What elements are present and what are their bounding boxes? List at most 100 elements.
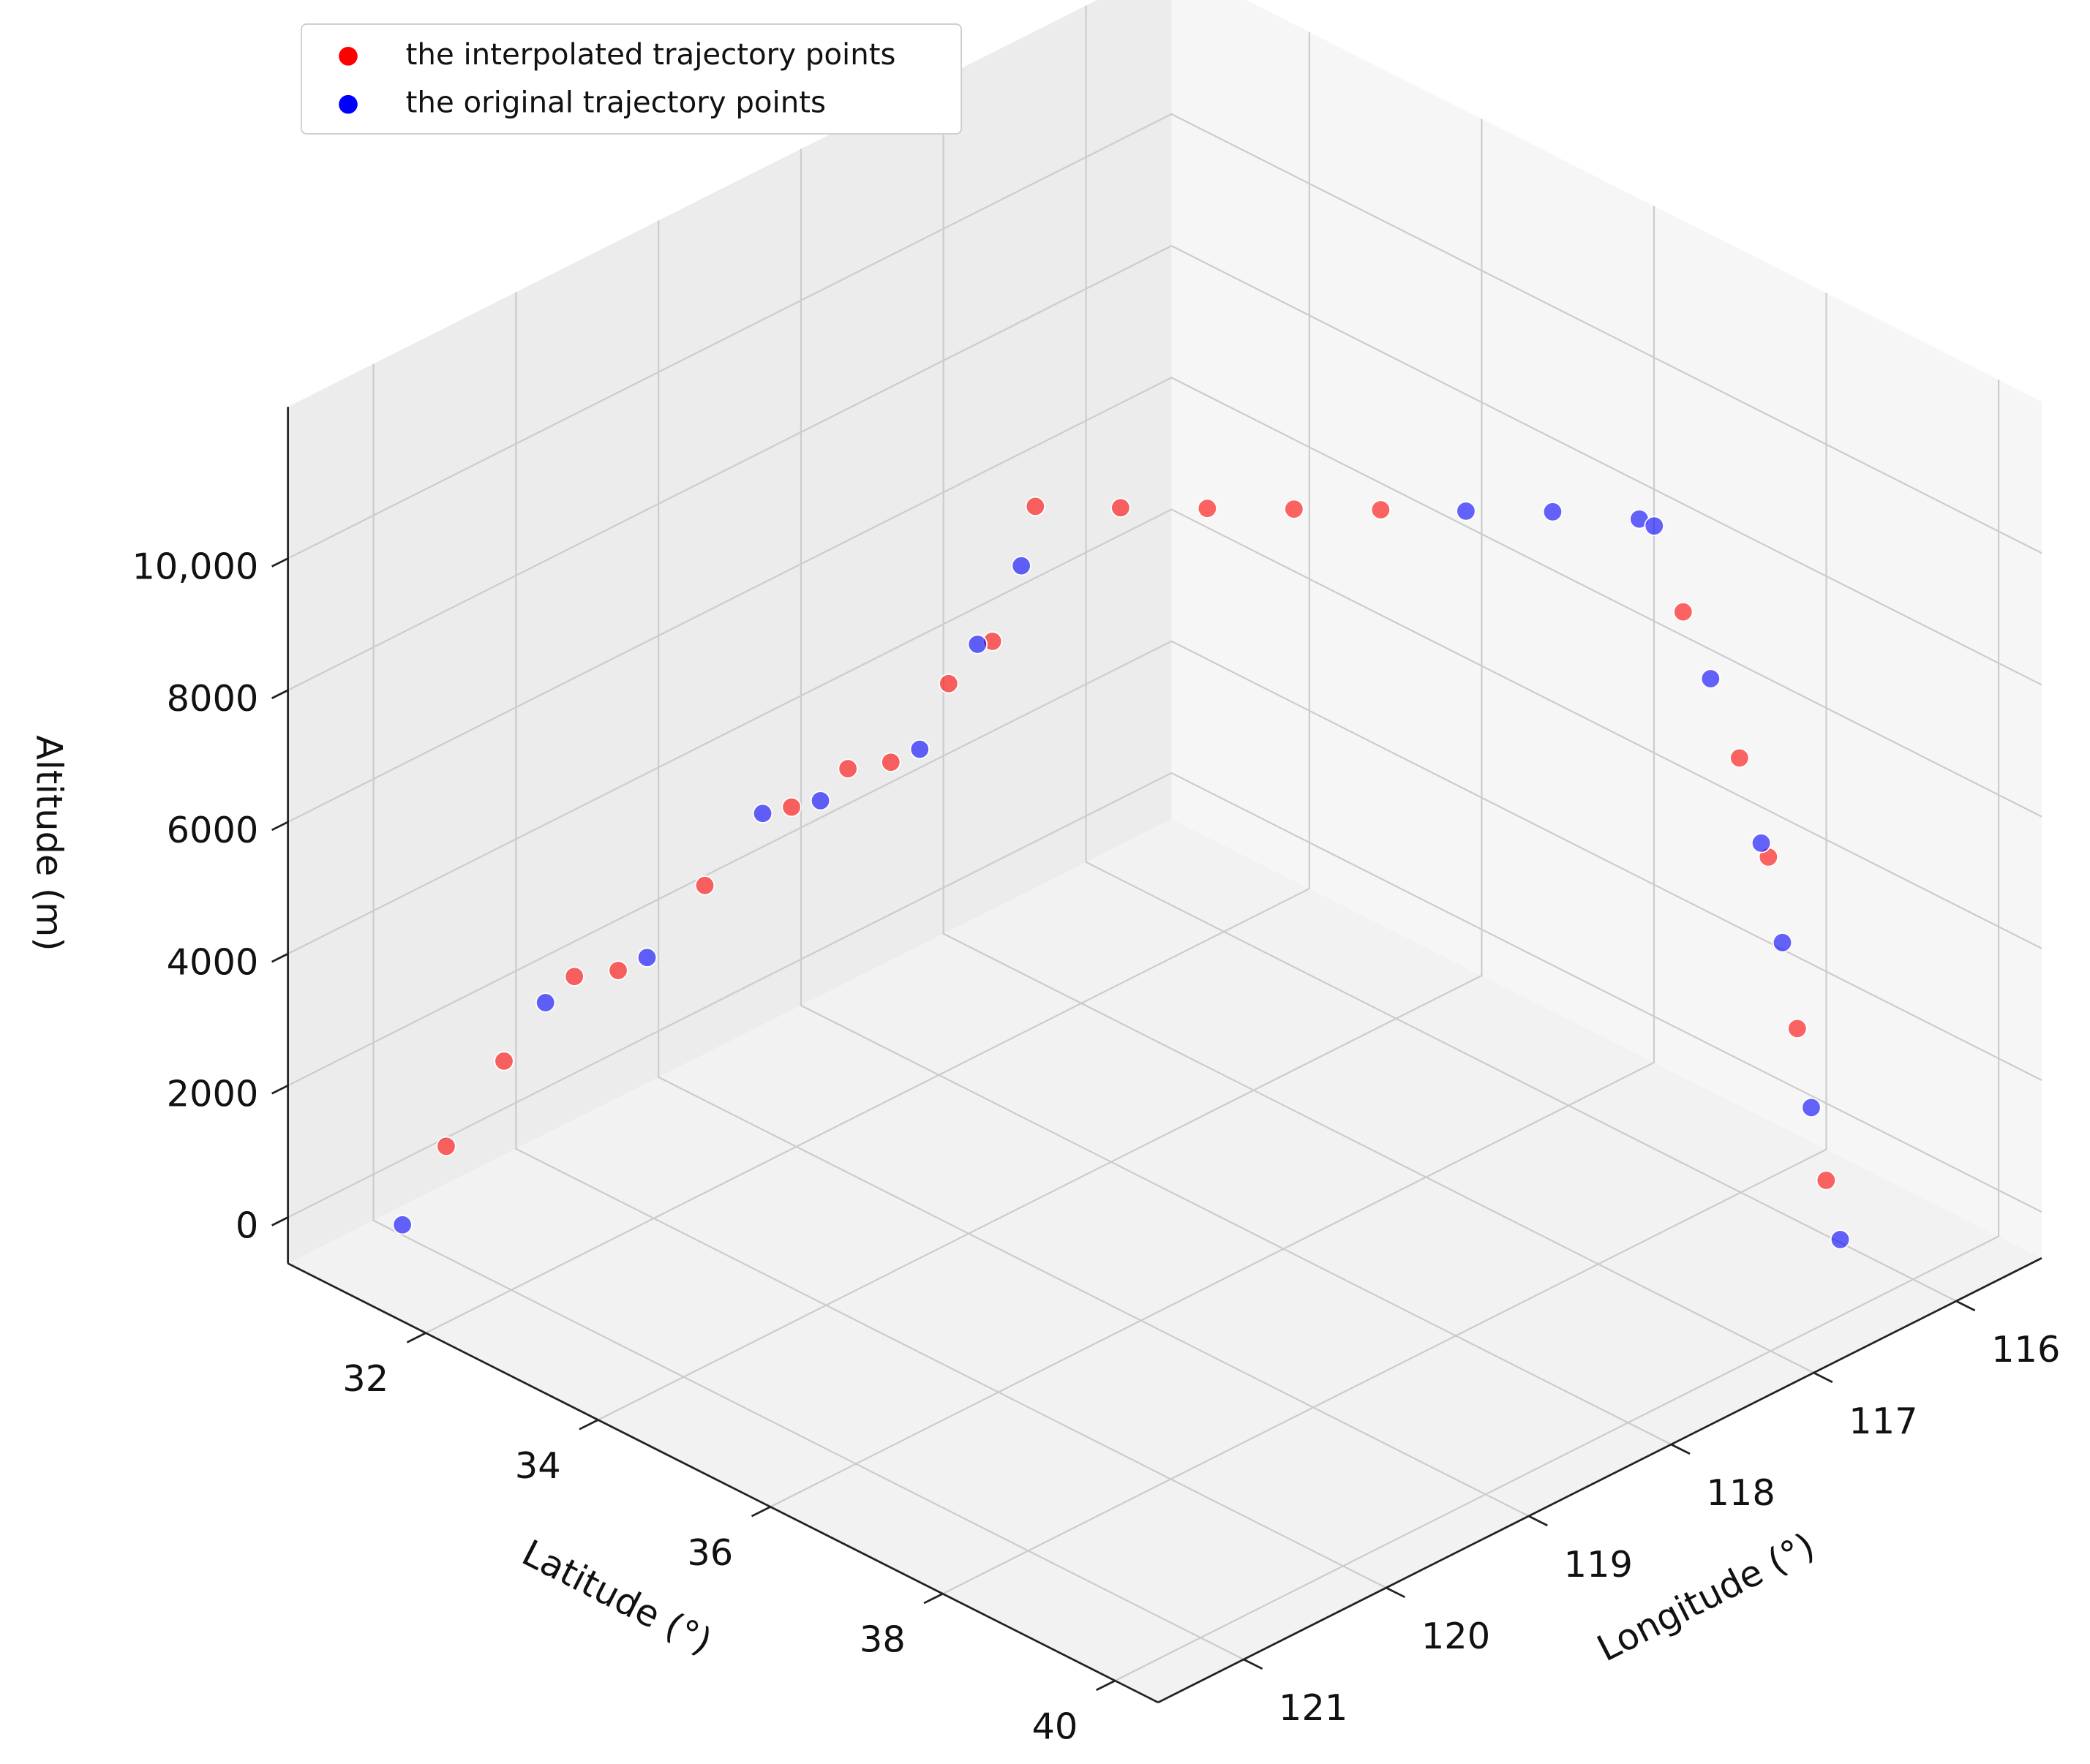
point: [1729, 747, 1750, 769]
grid-line: [287, 640, 2042, 1087]
x-tick-mark: [1955, 1300, 1976, 1312]
y-tick-mark: [923, 1593, 944, 1605]
grid-line: [598, 118, 1483, 1421]
point: [392, 1215, 413, 1235]
z-tick-label: 6000: [167, 809, 259, 851]
point: [1801, 1097, 1822, 1118]
grid-line: [800, 148, 1672, 1446]
point: [1644, 516, 1665, 536]
point: [1370, 500, 1391, 520]
points: [392, 496, 1851, 1250]
point: [636, 947, 658, 968]
y-tick-mark: [579, 1419, 599, 1431]
legend-marker: [339, 94, 358, 114]
point: [1011, 555, 1031, 576]
y-tick-mark: [751, 1506, 771, 1518]
x-tick-mark: [1670, 1443, 1691, 1455]
point: [1456, 501, 1476, 521]
grid-line: [770, 206, 1655, 1508]
point: [1751, 833, 1772, 853]
z-tick-label: 0: [236, 1205, 258, 1247]
grid-line: [425, 31, 1310, 1334]
point: [810, 791, 831, 811]
floor-pane: [287, 818, 2042, 1703]
point: [1542, 502, 1563, 522]
point: [564, 966, 584, 987]
legend-label: the original trajectory points: [406, 86, 826, 120]
grid: [287, 5, 2042, 1682]
point: [909, 739, 931, 760]
z-tick-label: 10,000: [132, 546, 258, 588]
point: [939, 673, 959, 694]
x-tick-mark: [1243, 1658, 1263, 1670]
x-tick-mark: [1528, 1515, 1548, 1527]
x-tick-label: 116: [1991, 1328, 2060, 1371]
grid-line: [942, 293, 1827, 1595]
y-axis-line: [287, 1262, 1159, 1704]
z-tick-mark: [271, 689, 289, 699]
point: [1700, 668, 1721, 689]
axes: 116 117 118 119 120 121 32 34 36 38 40 0 2000 4000 600…: [132, 407, 2060, 1747]
z-tick-mark: [271, 821, 289, 832]
grid-line: [372, 363, 1244, 1661]
point: [1110, 497, 1131, 518]
legend-marker: [339, 47, 358, 66]
x-tick-label: 117: [1849, 1400, 1917, 1442]
legend-box: [300, 23, 963, 135]
x-tick-label: 118: [1706, 1471, 1775, 1514]
point: [838, 758, 858, 779]
point: [752, 803, 773, 823]
left-wall-pane: [287, 0, 1172, 1264]
legend: the interpolated trajectory points the or…: [300, 23, 963, 135]
z-tick-label: 8000: [167, 677, 259, 720]
grid-line: [287, 377, 2042, 823]
grid-line: [1114, 380, 2000, 1682]
point: [967, 634, 988, 655]
point: [1284, 499, 1304, 519]
grid-line: [287, 113, 2042, 559]
z-tick-mark: [271, 1085, 289, 1095]
z-tick-label: 2000: [167, 1072, 259, 1115]
point: [1787, 1018, 1808, 1039]
grid-line: [287, 244, 2042, 691]
grid-line: [287, 772, 2042, 1218]
point: [436, 1136, 456, 1157]
point: [694, 875, 715, 896]
y-tick-label: 32: [342, 1357, 388, 1400]
point: [881, 752, 901, 772]
y-tick-label: 34: [515, 1444, 561, 1487]
point: [1830, 1229, 1851, 1250]
right-wall-pane: [1171, 0, 2042, 1259]
x-axis-line: [1157, 1257, 2042, 1704]
y-tick-label: 36: [687, 1531, 733, 1574]
x-tick-mark: [1813, 1371, 1833, 1384]
panes: [287, 0, 2042, 1703]
point: [1025, 496, 1046, 517]
grid-line: [515, 292, 1387, 1589]
z-axis-label: Altitude (m): [29, 735, 71, 951]
point: [608, 960, 628, 981]
point: [1816, 1170, 1837, 1191]
point: [535, 992, 556, 1013]
point: [1673, 601, 1694, 622]
z-tick-mark: [271, 1216, 289, 1226]
y-tick-label: 38: [860, 1618, 906, 1661]
grid-line: [942, 77, 1814, 1374]
point: [1772, 932, 1793, 953]
point: [781, 796, 802, 818]
y-tick-mark: [406, 1332, 426, 1343]
x-tick-mark: [1386, 1586, 1406, 1599]
z-tick-mark: [271, 952, 289, 963]
y-tick-mark: [1096, 1679, 1116, 1692]
x-tick-label: 119: [1564, 1543, 1633, 1586]
grid-line: [658, 220, 1530, 1518]
grid-line: [287, 508, 2042, 955]
point: [494, 1051, 514, 1071]
legend-label: the interpolated trajectory points: [406, 38, 896, 72]
grid-line: [1085, 5, 1957, 1303]
z-tick-label: 4000: [167, 941, 259, 983]
point: [1197, 498, 1218, 519]
y-tick-label: 40: [1031, 1705, 1078, 1747]
x-tick-label: 121: [1279, 1686, 1347, 1729]
